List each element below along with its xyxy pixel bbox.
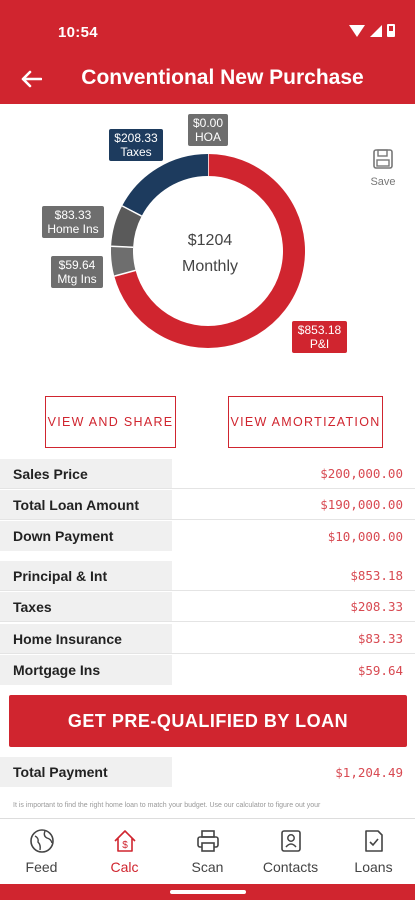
- chart-label-taxes: $208.33 Taxes: [109, 129, 163, 161]
- home-dollar-icon: $: [113, 830, 136, 852]
- pi-value: $853.18: [297, 323, 342, 337]
- row-label: Principal & Int: [0, 561, 172, 590]
- disclaimer-text: It is important to find the right home l…: [13, 802, 321, 809]
- bottom-nav: Feed $ Calc Scan Contacts Loans: [0, 818, 415, 884]
- donut-separator: [121, 205, 142, 217]
- nav-calc-label: Calc: [110, 859, 139, 875]
- mtg-ins-name: Mtg Ins: [57, 272, 97, 286]
- row-label: Total Payment: [0, 757, 172, 787]
- row-label: Down Payment: [0, 521, 172, 551]
- row-value: $83.33: [172, 624, 415, 653]
- row-label: Taxes: [0, 592, 172, 621]
- table-row-mortgage-ins: Mortgage Ins $59.64: [0, 655, 415, 685]
- chart-label-hoa: $0.00 HOA: [188, 114, 228, 146]
- globe-icon: [29, 829, 54, 853]
- table-row-home-insurance: Home Insurance $83.33: [0, 624, 415, 654]
- taxes-name: Taxes: [120, 145, 152, 159]
- nav-scan-label: Scan: [191, 859, 224, 875]
- row-value: $200,000.00: [172, 459, 415, 488]
- wifi-icon: [349, 24, 365, 37]
- page-title: Conventional New Purchase: [81, 66, 364, 89]
- donut-chart: [111, 154, 305, 348]
- nav-calc[interactable]: $ Calc: [83, 819, 166, 884]
- home-ins-name: Home Ins: [47, 222, 99, 236]
- home-ins-value: $83.33: [54, 208, 92, 222]
- donut-slice-mtg-ins: [111, 246, 136, 277]
- save-label: Save: [370, 176, 396, 188]
- row-value: $59.64: [172, 655, 415, 685]
- row-value: $208.33: [172, 592, 415, 621]
- table-row-taxes: Taxes $208.33: [0, 592, 415, 622]
- mtg-ins-value: $59.64: [58, 258, 96, 272]
- table-row-total-loan: Total Loan Amount $190,000.00: [0, 490, 415, 520]
- nav-feed[interactable]: Feed: [0, 819, 83, 884]
- row-label: Mortgage Ins: [0, 655, 172, 685]
- view-and-share-label: VIEW AND SHARE: [47, 415, 174, 429]
- app-header: 10:54 Conventional New Purchase: [0, 0, 415, 104]
- row-value: $1,204.49: [172, 757, 415, 787]
- chart-label-mtg-ins: $59.64 Mtg Ins: [51, 256, 103, 288]
- row-value: $853.18: [172, 561, 415, 590]
- floppy-disk-icon: [373, 149, 393, 169]
- status-icons: [349, 24, 395, 37]
- chart-center-amount: $1204: [187, 232, 233, 249]
- arrow-left-icon: [21, 70, 42, 88]
- donut-slice-p-i: [114, 154, 305, 348]
- status-bar: 10:54: [0, 0, 415, 50]
- donut-slice-taxes: [122, 154, 209, 217]
- cta-label: GET PRE-QUALIFIED BY LOAN: [67, 710, 349, 731]
- nav-contacts[interactable]: Contacts: [249, 819, 332, 884]
- view-and-share-button[interactable]: VIEW AND SHARE: [45, 396, 176, 448]
- chart-label-home-ins: $83.33 Home Ins: [42, 206, 104, 238]
- table-row-principal: Principal & Int $853.18: [0, 561, 415, 591]
- nav-loans[interactable]: Loans: [332, 819, 415, 884]
- status-time: 10:54: [58, 24, 98, 41]
- row-label: Total Loan Amount: [0, 490, 172, 519]
- donut-slice-home-ins: [111, 205, 142, 248]
- hoa-value: $0.00: [192, 116, 224, 130]
- row-label: Home Insurance: [0, 624, 172, 653]
- document-check-icon: [364, 830, 383, 852]
- nav-scan[interactable]: Scan: [166, 819, 249, 884]
- nav-feed-label: Feed: [25, 859, 58, 875]
- chart-center-label: Monthly: [181, 258, 239, 275]
- home-indicator[interactable]: [170, 890, 246, 894]
- taxes-value: $208.33: [114, 131, 158, 145]
- table-row-total-payment: Total Payment $1,204.49: [0, 757, 415, 787]
- row-value: $190,000.00: [172, 490, 415, 519]
- contacts-icon: [280, 830, 301, 852]
- table-row-sales-price: Sales Price $200,000.00: [0, 459, 415, 489]
- back-button[interactable]: [16, 64, 46, 94]
- nav-loans-label: Loans: [354, 859, 393, 875]
- svg-text:$: $: [122, 840, 128, 851]
- get-pre-qualified-button[interactable]: GET PRE-QUALIFIED BY LOAN: [9, 695, 407, 747]
- donut-separator: [114, 269, 136, 277]
- printer-icon: [196, 830, 219, 852]
- table-row-down-payment: Down Payment $10,000.00: [0, 521, 415, 551]
- donut-separator: [111, 245, 134, 249]
- nav-contacts-label: Contacts: [262, 859, 319, 875]
- hoa-name: HOA: [194, 130, 221, 144]
- chart-label-pi: $853.18 P&I: [292, 321, 347, 353]
- save-button[interactable]: Save: [366, 148, 400, 188]
- row-value: $10,000.00: [172, 521, 415, 551]
- payment-chart: $0.00 HOA $208.33 Taxes $83.33 Home Ins …: [0, 104, 415, 384]
- pi-name: P&I: [309, 337, 330, 351]
- row-label: Sales Price: [0, 459, 172, 488]
- view-amortization-label: VIEW AMORTIZATION: [230, 415, 381, 429]
- battery-icon: [387, 24, 395, 37]
- signal-icon: [370, 24, 382, 37]
- view-amortization-button[interactable]: VIEW AMORTIZATION: [228, 396, 383, 448]
